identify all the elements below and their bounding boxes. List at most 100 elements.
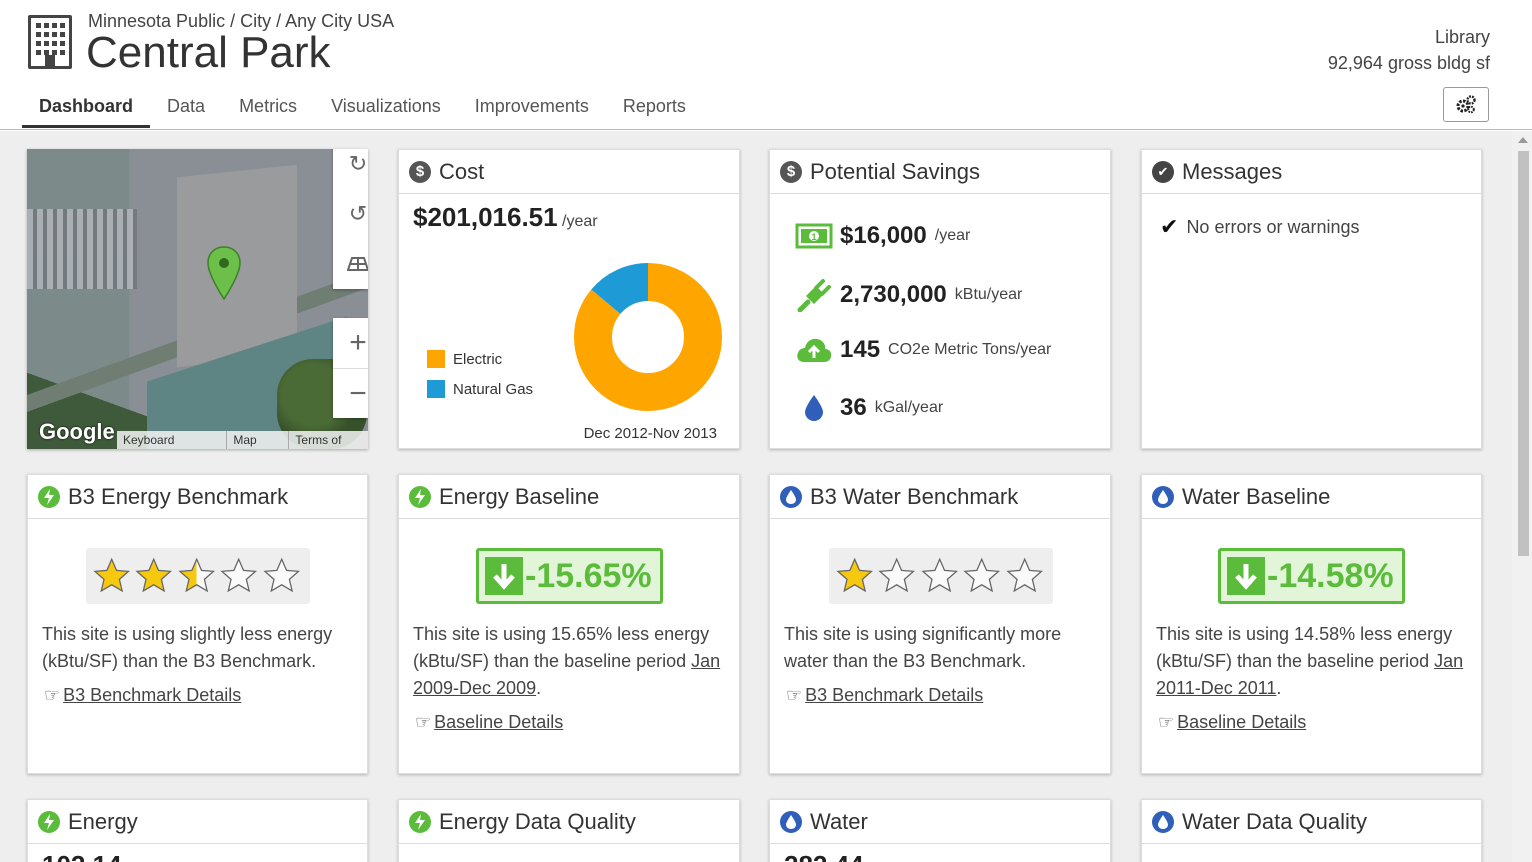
building-type: Library	[1434, 27, 1490, 47]
site-map[interactable]: ↻ ↺ + − Google Keyboard shortcuts Map Da…	[27, 149, 368, 449]
map-data-link[interactable]: Map Data	[227, 431, 290, 449]
cost-title: Cost	[439, 158, 485, 184]
legend-natural-gas: Natural Gas	[427, 380, 533, 398]
lightning-icon	[409, 810, 431, 833]
building-area: 92,964 gross bldg sf	[1327, 53, 1490, 73]
water-benchmark-details-link[interactable]: ☞ B3 Benchmark Details	[786, 685, 984, 705]
star-icon	[220, 557, 258, 593]
tab-data[interactable]: Data	[167, 96, 206, 116]
energy-benchmark-details-link[interactable]: ☞ B3 Benchmark Details	[44, 685, 242, 705]
star-icon	[263, 557, 300, 593]
water-baseline-details-link[interactable]: ☞ Baseline Details	[1158, 712, 1307, 732]
energy-baseline-details-link[interactable]: ☞ Baseline Details	[415, 712, 564, 732]
lightning-icon	[409, 485, 431, 508]
water-baseline-card: Water Baseline -14.58% This site is usin…	[1141, 474, 1482, 774]
lightning-icon	[38, 810, 60, 833]
arrow-down-icon	[485, 557, 523, 595]
water-baseline-desc: This site is using 14.58% less energy (k…	[1156, 624, 1464, 698]
breadcrumb[interactable]: Minnesota Public / City / Any City USA	[88, 11, 395, 31]
savings-co2-row: 145 CO2e Metric Tons/year	[794, 336, 1051, 364]
scrollbar[interactable]	[1512, 131, 1532, 862]
dollar-icon: $	[780, 160, 802, 183]
messages-card: ✔ Messages ✔ No errors or warnings	[1141, 149, 1482, 449]
energy-benchmark-card: B3 Energy Benchmark This site is using s…	[27, 474, 368, 774]
settings-button[interactable]	[1443, 87, 1489, 122]
cost-period: Dec 2012-Nov 2013	[583, 425, 717, 442]
donut-slice-natural-gas[interactable]	[574, 263, 722, 411]
plug-icon	[794, 278, 834, 312]
rotate-left-icon[interactable]: ↻	[348, 151, 368, 176]
cloud-upload-icon	[794, 336, 834, 364]
energy-baseline-pct: -15.65%	[525, 556, 652, 595]
pointing-hand-icon: ☞	[786, 685, 803, 705]
savings-water-value: 36	[840, 394, 867, 421]
checkmark-icon: ✔	[1160, 214, 1179, 239]
energy-card: Energy 102.14	[27, 799, 368, 862]
energy-dq-title: Energy Data Quality	[439, 808, 636, 834]
keyboard-shortcuts-link[interactable]: Keyboard shortcuts	[117, 431, 228, 449]
water-title: Water	[810, 808, 868, 834]
savings-water-row: 36 kGal/year	[794, 394, 943, 422]
star-icon	[878, 557, 916, 593]
star-icon	[135, 557, 173, 593]
svg-text:1: 1	[811, 232, 816, 242]
pointing-hand-icon: ☞	[44, 685, 61, 705]
gears-icon	[1456, 94, 1476, 113]
tab-metrics[interactable]: Metrics	[239, 96, 298, 116]
tab-reports[interactable]: Reports	[622, 96, 686, 116]
water-star-rating	[829, 548, 1053, 604]
check-circle-icon: ✔	[1152, 160, 1174, 183]
scroll-thumb[interactable]	[1518, 151, 1529, 556]
zoom-out-icon[interactable]: −	[333, 368, 368, 418]
page-header: Minnesota Public / City / Any City USA C…	[0, 0, 1532, 130]
cost-value: $201,016.51	[413, 202, 558, 232]
money-icon: 1	[794, 223, 834, 249]
star-icon	[963, 557, 1001, 593]
savings-energy-row: 2,730,000 kBtu/year	[794, 278, 1022, 312]
energy-data-quality-card: Energy Data Quality	[398, 799, 740, 862]
water-card: Water 282.44	[769, 799, 1111, 862]
scroll-up-arrow[interactable]	[1518, 137, 1528, 143]
energy-baseline-desc: This site is using 15.65% less energy (k…	[413, 624, 721, 698]
pointing-hand-icon: ☞	[1158, 712, 1175, 732]
water-drop-icon	[780, 485, 802, 508]
map-rotate-controls: ↻ ↺	[333, 149, 368, 289]
messages-title: Messages	[1182, 158, 1283, 184]
water-baseline-title: Water Baseline	[1182, 483, 1331, 509]
energy-baseline-card: Energy Baseline -15.65% This site is usi…	[398, 474, 740, 774]
energy-baseline-period-link[interactable]: Jan 2009-Dec 2009	[413, 651, 721, 698]
star-icon	[1006, 557, 1043, 593]
messages-text: No errors or warnings	[1186, 216, 1360, 237]
water-drop-icon	[1152, 485, 1174, 508]
lightning-icon	[38, 485, 60, 508]
terms-of-use-link[interactable]: Terms of Use	[295, 433, 342, 449]
cost-donut-chart	[574, 263, 722, 411]
potential-savings-card: $ Potential Savings 1 $16,000 /year 2,73…	[769, 149, 1111, 449]
tilt-icon[interactable]	[333, 239, 368, 289]
rotate-icon[interactable]: ↺	[348, 201, 368, 226]
tab-dashboard[interactable]: Dashboard	[22, 88, 151, 128]
tab-improvements[interactable]: Improvements	[474, 96, 589, 116]
building-icon	[28, 15, 72, 69]
page-title: Central Park	[86, 28, 331, 77]
pointing-hand-icon: ☞	[415, 712, 432, 732]
tab-visualizations[interactable]: Visualizations	[331, 96, 441, 116]
water-drop-icon	[1152, 810, 1174, 833]
zoom-in-icon[interactable]: +	[349, 326, 367, 359]
energy-value: 102.14	[42, 850, 122, 862]
star-icon	[836, 557, 874, 593]
energy-title: Energy	[68, 808, 138, 834]
cost-card: $ Cost $201,016.51 /year Electric Natura…	[398, 149, 740, 449]
water-drop-icon	[780, 810, 802, 833]
savings-cost-row: 1 $16,000 /year	[794, 222, 970, 250]
cost-unit: /year	[562, 213, 598, 230]
water-baseline-pct: -14.58%	[1267, 556, 1394, 595]
map-pin-icon[interactable]	[206, 245, 242, 301]
star-icon	[93, 557, 131, 593]
savings-title: Potential Savings	[810, 158, 980, 184]
map-zoom-controls: + −	[333, 318, 368, 418]
arrow-down-icon	[1227, 557, 1265, 595]
water-baseline-period-link[interactable]: Jan 2011-Dec 2011	[1156, 651, 1464, 698]
energy-benchmark-title: B3 Energy Benchmark	[68, 483, 289, 509]
water-data-quality-card: Water Data Quality	[1141, 799, 1482, 862]
